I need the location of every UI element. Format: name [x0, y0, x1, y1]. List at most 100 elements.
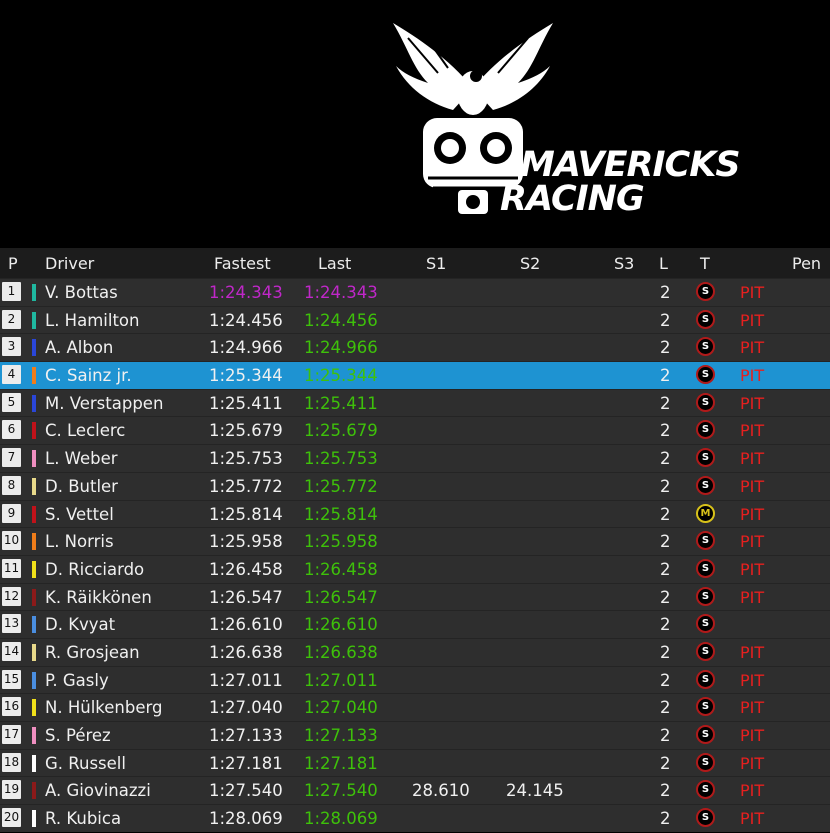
phoenix-engine-logo-icon	[393, 23, 553, 214]
fastest-lap: 1:26.458	[209, 559, 283, 579]
fastest-lap: 1:27.181	[209, 753, 283, 773]
table-row[interactable]: 19 A. Giovinazzi 1:27.540 1:27.540 28.610 24.…	[0, 777, 830, 805]
table-row[interactable]: 4 C. Sainz jr. 1:25.344 1:25.344 2 S PIT	[0, 362, 830, 389]
header-s1: S1	[426, 254, 447, 273]
header-s2: S2	[520, 254, 541, 273]
driver-name: L. Weber	[45, 449, 118, 469]
last-lap: 1:25.753	[304, 449, 378, 469]
pit-status: PIT	[740, 670, 765, 690]
pit-status: PIT	[740, 338, 765, 358]
tyre-compound-icon: S	[696, 586, 715, 606]
driver-name: L. Norris	[45, 532, 114, 552]
fastest-lap: 1:26.638	[209, 642, 283, 662]
last-lap: 1:28.069	[304, 809, 378, 829]
pit-status: PIT	[740, 642, 765, 662]
timing-header: P Driver Fastest Last S1 S2 S3 L T Pen	[0, 248, 830, 278]
team-color-bar	[32, 727, 36, 744]
last-lap: 1:25.411	[304, 393, 378, 413]
team-color-bar	[32, 643, 36, 661]
lap-count: 2	[660, 310, 671, 330]
position-badge: 1	[2, 282, 21, 301]
team-color-bar	[32, 394, 36, 412]
table-row[interactable]: 7 L. Weber 1:25.753 1:25.753 2 S PIT	[0, 445, 830, 472]
table-row[interactable]: 9 S. Vettel 1:25.814 1:25.814 2 M PIT	[0, 500, 830, 528]
team-color-bar	[32, 810, 36, 828]
tyre-compound-icon: S	[696, 558, 715, 578]
pit-status: PIT	[740, 366, 765, 386]
driver-name: A. Giovinazzi	[45, 781, 151, 801]
tyre-compound-icon: M	[696, 503, 715, 523]
lap-count: 2	[660, 504, 671, 524]
tyre-compound-icon: S	[696, 808, 715, 828]
last-lap: 1:25.344	[304, 366, 378, 386]
fastest-lap: 1:24.456	[209, 310, 283, 330]
fastest-lap: 1:25.679	[209, 421, 283, 441]
table-row[interactable]: 10 L. Norris 1:25.958 1:25.958 2 S PIT	[0, 528, 830, 555]
table-row[interactable]: 6 C. Leclerc 1:25.679 1:25.679 2 S PIT	[0, 417, 830, 445]
table-row[interactable]: 8 D. Butler 1:25.772 1:25.772 2 S PIT	[0, 472, 830, 500]
tyre-compound-icon: S	[696, 282, 715, 301]
last-lap: 1:24.456	[304, 310, 378, 330]
driver-name: G. Russell	[45, 753, 126, 773]
table-row[interactable]: 12 K. Räikkönen 1:26.547 1:26.547 2 S PIT	[0, 583, 830, 611]
table-row[interactable]: 18 G. Russell 1:27.181 1:27.181 2 S PIT	[0, 749, 830, 777]
fastest-lap: 1:28.069	[209, 809, 283, 829]
tyre-compound-icon: S	[696, 641, 715, 661]
lap-count: 2	[660, 532, 671, 552]
driver-name: P. Gasly	[45, 670, 109, 690]
driver-name: N. Hülkenberg	[45, 698, 163, 718]
team-color-bar	[32, 671, 36, 689]
fastest-lap: 1:24.966	[209, 338, 283, 358]
last-lap: 1:27.540	[304, 781, 378, 801]
position-badge: 11	[2, 558, 21, 578]
last-lap: 1:27.040	[304, 698, 378, 718]
pit-status: PIT	[740, 809, 765, 829]
last-lap: 1:26.547	[304, 587, 378, 607]
position-badge: 19	[2, 780, 21, 800]
last-lap: 1:24.966	[304, 338, 378, 358]
team-color-bar	[32, 533, 36, 551]
last-lap: 1:27.133	[304, 726, 378, 745]
timing-rows: 1 V. Bottas 1:24.343 1:24.343 2 S PIT 2 L. Hamil…	[0, 279, 830, 833]
table-row[interactable]: 17 S. Pérez 1:27.133 1:27.133 2 S PIT	[0, 722, 830, 749]
table-row[interactable]: 11 D. Ricciardo 1:26.458 1:26.458 2 S PIT	[0, 555, 830, 583]
team-color-bar	[32, 754, 36, 772]
pit-status: PIT	[740, 393, 765, 413]
table-row[interactable]: 15 P. Gasly 1:27.011 1:27.011 2 S PIT	[0, 666, 830, 694]
position-badge: 7	[2, 448, 21, 468]
position-badge: 5	[2, 392, 21, 412]
position-badge: 15	[2, 669, 21, 689]
tyre-compound-icon: S	[696, 725, 715, 744]
last-lap: 1:25.814	[304, 504, 378, 524]
position-badge: 8	[2, 475, 21, 495]
lap-count: 2	[660, 338, 671, 358]
driver-name: C. Sainz jr.	[45, 366, 132, 386]
driver-name: C. Leclerc	[45, 421, 126, 441]
table-row[interactable]: 2 L. Hamilton 1:24.456 1:24.456 2 S PIT	[0, 306, 830, 334]
driver-name: M. Verstappen	[45, 393, 164, 413]
tyre-compound-icon: S	[696, 531, 715, 551]
table-row[interactable]: 20 R. Kubica 1:28.069 1:28.069 2 S PIT	[0, 805, 830, 832]
table-row[interactable]: 16 N. Hülkenberg 1:27.040 1:27.040 2 S PIT	[0, 694, 830, 721]
pit-status: PIT	[740, 559, 765, 579]
team-color-bar	[32, 450, 36, 468]
lap-count: 2	[660, 726, 671, 745]
lap-count: 2	[660, 421, 671, 441]
driver-name: L. Hamilton	[45, 310, 140, 330]
fastest-lap: 1:27.040	[209, 698, 283, 718]
driver-name: A. Albon	[45, 338, 114, 358]
fastest-lap: 1:24.343	[209, 283, 283, 302]
table-row[interactable]: 3 A. Albon 1:24.966 1:24.966 2 S PIT	[0, 334, 830, 362]
table-row[interactable]: 13 D. Kvyat 1:26.610 1:26.610 2 S	[0, 611, 830, 638]
pit-status: PIT	[740, 476, 765, 496]
lap-count: 2	[660, 476, 671, 496]
table-row[interactable]: 1 V. Bottas 1:24.343 1:24.343 2 S PIT	[0, 279, 830, 306]
fastest-lap: 1:26.610	[209, 615, 283, 635]
sector2-time: 24.145	[506, 781, 564, 801]
fastest-lap: 1:27.011	[209, 670, 283, 690]
last-lap: 1:24.343	[304, 283, 378, 302]
table-row[interactable]: 5 M. Verstappen 1:25.411 1:25.411 2 S PIT	[0, 389, 830, 417]
position-badge: 13	[2, 614, 21, 634]
table-row[interactable]: 14 R. Grosjean 1:26.638 1:26.638 2 S PIT	[0, 638, 830, 666]
team-color-bar	[32, 284, 36, 301]
